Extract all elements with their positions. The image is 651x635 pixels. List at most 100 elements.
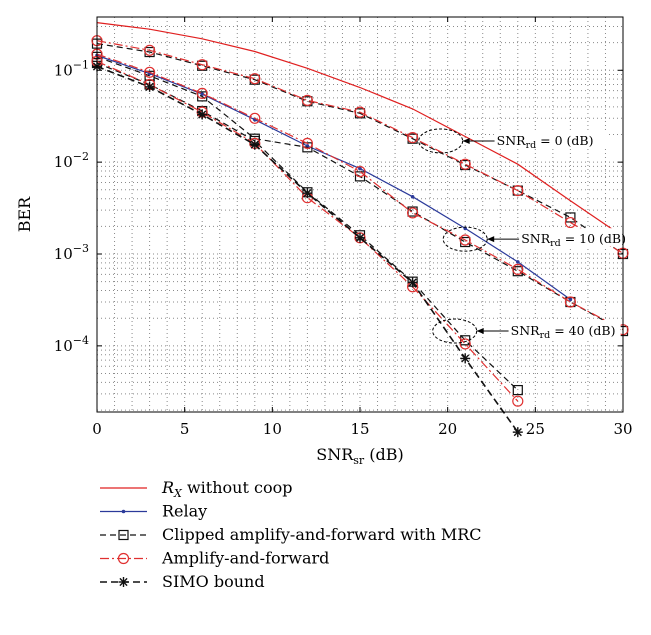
annotation-label: SNRrd = 10 (dB) <box>521 231 626 249</box>
data-point-circle <box>301 94 313 107</box>
series-line <box>96 40 624 254</box>
star-stroke <box>355 233 365 242</box>
legend-label: SIMO bound <box>162 572 265 591</box>
axis-ticks: 0 5 10 15 20 25 30 10−1 10−2 10−3 10−4 <box>54 17 633 438</box>
data-point-star <box>302 188 313 199</box>
data-point-star <box>512 427 523 438</box>
annotation-arrowhead <box>462 137 470 144</box>
series-simo-bound <box>92 61 523 438</box>
plot-frame <box>96 16 624 413</box>
data-point-circle <box>459 158 471 170</box>
y-tick-label: 10−1 <box>54 58 89 79</box>
star-stroke <box>198 110 207 119</box>
data-point-circle <box>354 106 366 118</box>
data-point-circle <box>144 66 156 78</box>
data-point-circle <box>249 73 261 85</box>
x-tick-label: 15 <box>350 420 369 438</box>
x-tick-label: 0 <box>92 420 102 438</box>
y-tick-label: 10−2 <box>54 150 89 171</box>
series-amplify-and-forward <box>91 35 629 259</box>
data-point-dot <box>516 260 520 264</box>
data-point-circle <box>196 87 208 100</box>
data-point-star <box>407 277 418 288</box>
y-axis-label: BER <box>15 196 34 232</box>
data-point-circle <box>407 207 419 219</box>
data-point-circle <box>564 296 577 308</box>
star-stroke <box>145 82 154 91</box>
data-point-circle <box>407 131 419 144</box>
series-r-x-without-coop <box>96 22 624 237</box>
legend: RX without coop Relay Clipped amplify-and-… <box>100 478 482 591</box>
annotation-ellipse <box>442 226 488 252</box>
data-point-dot <box>121 509 126 514</box>
data-point-star <box>144 81 155 92</box>
data-point-star <box>118 577 129 587</box>
data-point-circle <box>117 552 130 565</box>
data-point-dot <box>200 92 204 96</box>
legend-entry: SIMO bound <box>100 572 265 591</box>
annotation-label-bg <box>494 129 607 148</box>
legend-label: RX without coop <box>161 478 292 500</box>
data-point-circle <box>512 184 524 197</box>
data-point-circle <box>144 44 156 56</box>
x-tick-label: 30 <box>613 420 632 438</box>
legend-label: Relay <box>162 502 207 521</box>
star-stroke <box>119 577 128 587</box>
x-tick-label: 10 <box>263 420 282 438</box>
series-line <box>96 22 624 237</box>
data-point-square <box>512 384 523 396</box>
annotation-label: SNRrd = 40 (dB) <box>511 323 616 341</box>
data-point-dot <box>568 297 573 302</box>
data-point-star <box>249 139 260 150</box>
x-tick-label: 5 <box>180 420 190 438</box>
data-point-circle <box>564 216 577 229</box>
legend-label: Clipped amplify-and-forward with MRC <box>162 525 482 544</box>
grid <box>97 17 623 412</box>
series-line <box>96 62 519 391</box>
data-point-star <box>197 109 208 120</box>
x-tick-label: 20 <box>438 420 457 438</box>
annotation: SNRrd = 0 (dB) <box>418 128 607 154</box>
legend-entry: Relay <box>100 502 207 521</box>
annotations: SNRrd = 0 (dB) SNRrd = 10 (dB) SNRrd = 40 … <box>418 128 632 344</box>
legend-entry: Amplify-and-forward <box>100 549 329 568</box>
annotation: SNRrd = 40 (dB) <box>432 318 621 344</box>
data-point-circle <box>249 112 261 124</box>
series-amplify-and-forward <box>91 48 629 336</box>
data-point-circle <box>459 234 471 246</box>
legend-entry: RX without coop <box>100 478 292 500</box>
legend-label: Amplify-and-forward <box>161 549 329 568</box>
legend-entry: Clipped amplify-and-forward with MRC <box>100 525 482 544</box>
data-point-star <box>355 232 365 243</box>
data-point-circle <box>196 59 208 71</box>
data-point-star <box>460 353 471 364</box>
annotation: SNRrd = 10 (dB) <box>442 226 632 252</box>
data-point-square <box>354 171 366 182</box>
data-point-circle <box>459 338 471 350</box>
data-point-circle <box>512 263 524 275</box>
annotation-ellipse <box>418 128 464 154</box>
annotation-label: SNRrd = 0 (dB) <box>497 133 594 151</box>
star-stroke <box>303 189 312 198</box>
y-tick-label: 10−3 <box>54 242 89 263</box>
data-point-square <box>118 529 129 541</box>
star-stroke <box>461 354 470 363</box>
star-stroke <box>250 140 259 149</box>
data-point-circle <box>301 137 313 149</box>
data-point-circle <box>512 395 524 407</box>
annotation-label-bg <box>519 228 632 247</box>
star-stroke <box>513 428 522 437</box>
data-point-dot <box>410 194 415 199</box>
series-line <box>96 43 624 255</box>
annotation-arrowhead <box>487 236 495 243</box>
annotation-arrowhead <box>476 328 484 335</box>
star-stroke <box>408 278 417 287</box>
series-line <box>96 53 624 331</box>
x-axis-label-sub: sr <box>353 454 365 467</box>
data-point-circle <box>354 165 366 178</box>
series-line <box>96 60 519 402</box>
y-tick-label: 10−4 <box>54 334 89 355</box>
annotation-ellipse <box>432 318 478 344</box>
x-tick-label: 25 <box>526 420 545 438</box>
